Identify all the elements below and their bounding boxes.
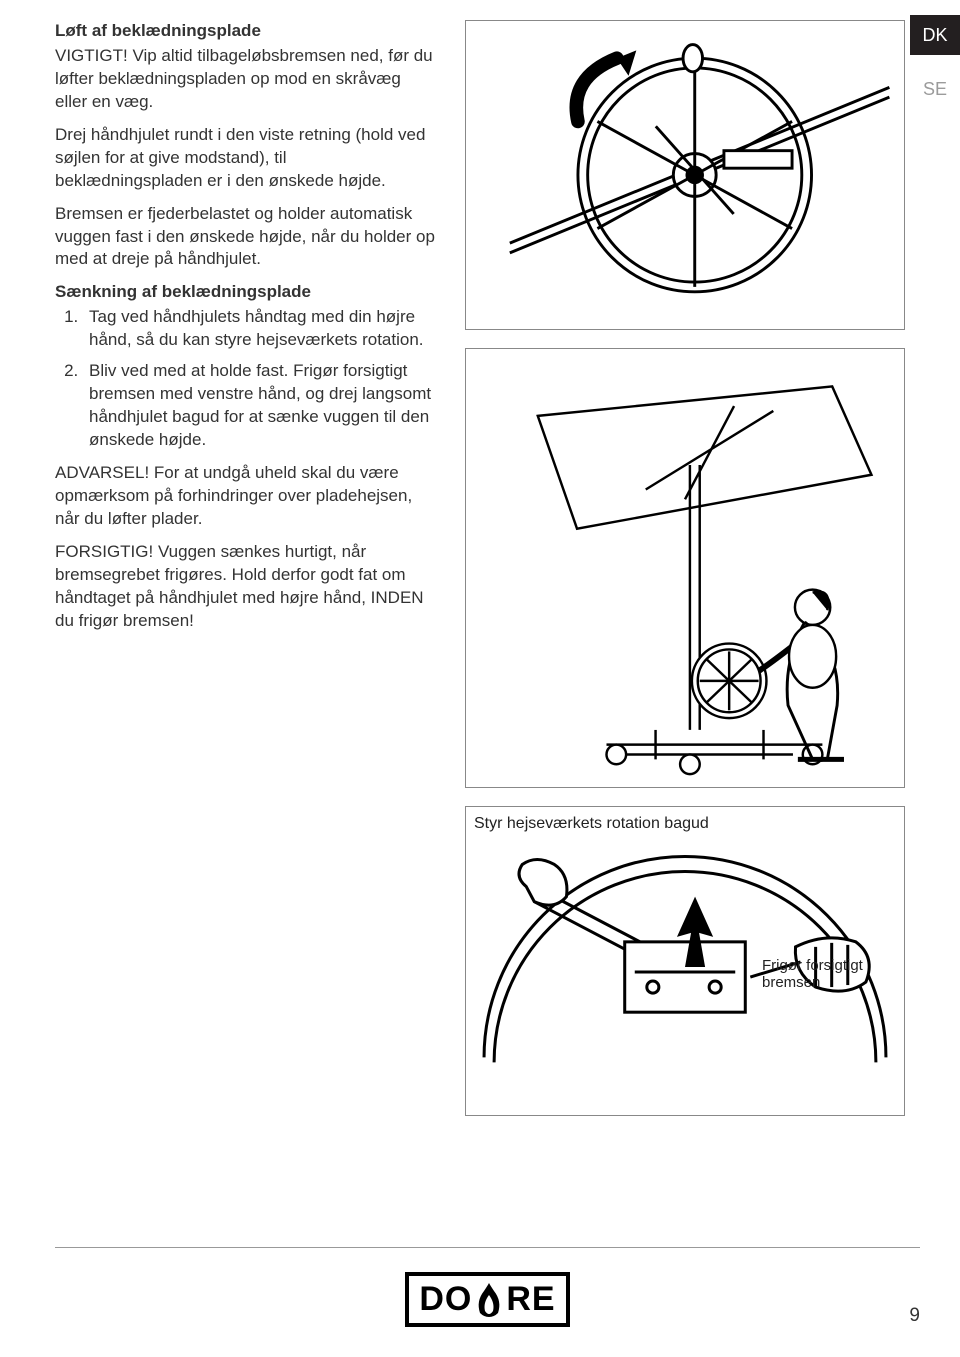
step-2: Bliv ved med at holde fast. Frigør forsi… — [83, 360, 435, 452]
step-1: Tag ved håndhjulets håndtag med din højr… — [83, 306, 435, 352]
paragraph-caution: FORSIGTIG! Vuggen sænkes hurtigt, når br… — [55, 541, 435, 633]
paragraph-turn-wheel: Drej håndhjulet rundt i den viste retnin… — [55, 124, 435, 193]
logo-text-right: RE — [506, 1280, 555, 1319]
logo-flame-icon — [474, 1283, 504, 1317]
figure-full-lift — [465, 348, 905, 788]
lang-tab-se[interactable]: SE — [910, 69, 960, 109]
figure-wheel-closeup — [465, 20, 905, 330]
text-column: Løft af beklædningsplade VIGTIGT! Vip al… — [55, 20, 435, 1116]
figure-brake-release: Styr hejseværkets rotation bagud — [465, 806, 905, 1116]
lang-tab-dk[interactable]: DK — [910, 15, 960, 55]
numbered-steps: Tag ved håndhjulets håndtag med din højr… — [55, 306, 435, 452]
full-lift-illustration — [474, 357, 896, 779]
page-footer: DO RE 9 — [55, 1247, 920, 1327]
paragraph-important: VIGTIGT! Vip altid tilbageløbsbremsen ne… — [55, 45, 435, 114]
footer-divider — [55, 1247, 920, 1248]
page-number: 9 — [909, 1305, 920, 1327]
heading-lift: Løft af beklædningsplade — [55, 20, 435, 43]
language-tabs: DK SE — [910, 15, 960, 109]
brand-logo: DO RE — [405, 1272, 569, 1327]
heading-lower: Sænkning af beklædningsplade — [55, 281, 435, 304]
wheel-closeup-illustration — [474, 29, 896, 321]
logo-text-left: DO — [419, 1280, 472, 1319]
figure-column: Styr hejseværkets rotation bagud — [465, 20, 905, 1116]
figure3-caption-inset: Frigør forsigtigt bremsen — [762, 957, 892, 991]
paragraph-brake: Bremsen er fjederbelastet og holder auto… — [55, 203, 435, 272]
figure3-caption-top: Styr hejseværkets rotation bagud — [474, 815, 896, 833]
page-content: Løft af beklædningsplade VIGTIGT! Vip al… — [55, 20, 920, 1116]
paragraph-warning: ADVARSEL! For at undgå uheld skal du vær… — [55, 462, 435, 531]
